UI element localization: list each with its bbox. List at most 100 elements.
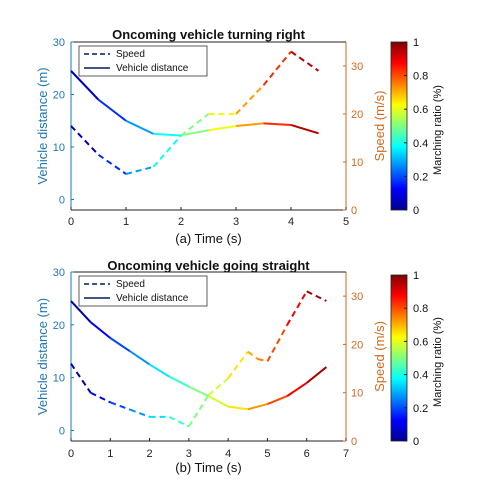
series-segment bbox=[257, 357, 268, 363]
left-y-tick-label: 10 bbox=[53, 142, 65, 154]
colorbar-tick-label: 0.6 bbox=[413, 104, 428, 116]
right-y-tick-label: 0 bbox=[351, 205, 357, 217]
colorbar-tick-label: 0.2 bbox=[413, 403, 428, 415]
series-segment bbox=[235, 122, 264, 127]
series-segment bbox=[70, 300, 92, 323]
series-segment bbox=[70, 70, 100, 101]
series-segment bbox=[180, 129, 209, 137]
colorbar-tick-label: 0.8 bbox=[413, 71, 428, 83]
colorbar-tick-label: 0.6 bbox=[413, 336, 428, 348]
series-segment bbox=[306, 366, 327, 384]
x-tick-label: 0 bbox=[68, 216, 74, 228]
colorbar-tick-label: 0 bbox=[413, 205, 419, 217]
right-y-tick-label: 0 bbox=[351, 436, 357, 448]
colorbar-tick-label: 1 bbox=[413, 37, 419, 49]
x-tick-label: 2 bbox=[178, 216, 184, 228]
left-y-tick-label: 30 bbox=[53, 267, 65, 279]
right-y-axis-label: Speed (m/s) bbox=[372, 321, 387, 392]
left-y-tick-label: 10 bbox=[53, 373, 65, 385]
series-segment bbox=[152, 134, 182, 168]
right-y-tick-label: 30 bbox=[351, 61, 363, 73]
colorbar-label: Marching ratio (%) bbox=[432, 317, 444, 407]
x-tick-label: 5 bbox=[343, 216, 349, 228]
colorbar-tick-label: 0.2 bbox=[413, 171, 428, 183]
x-tick-label: 4 bbox=[225, 448, 231, 460]
series-segment bbox=[306, 290, 327, 302]
colorbar-label: Marching ratio (%) bbox=[432, 85, 444, 175]
x-tick-label: 4 bbox=[288, 216, 294, 228]
series-segment bbox=[129, 408, 150, 418]
x-axis-label: (b) Time (s) bbox=[175, 460, 241, 475]
series-segment bbox=[263, 122, 292, 126]
left-y-axis-label: Vehicle distance (m) bbox=[35, 298, 50, 415]
series-segment bbox=[97, 98, 127, 122]
x-tick-label: 3 bbox=[233, 216, 239, 228]
right-y-axis-label: Speed (m/s) bbox=[372, 91, 387, 162]
legend-label-vehicle-distance: Vehicle distance bbox=[116, 293, 189, 304]
series-segment bbox=[109, 401, 131, 411]
legend: Speed Vehicle distance bbox=[78, 275, 208, 307]
series-segment bbox=[70, 125, 100, 156]
series-segment bbox=[207, 377, 229, 396]
x-tick-label: 5 bbox=[264, 448, 270, 460]
legend-box bbox=[78, 275, 208, 307]
legend-label-speed: Speed bbox=[116, 49, 145, 60]
chart-title: Oncoming vehicle going straight bbox=[107, 258, 310, 273]
series-speed-line bbox=[70, 50, 320, 175]
series-segment bbox=[247, 350, 259, 360]
series-segment bbox=[188, 385, 209, 398]
series-segment bbox=[109, 337, 131, 353]
x-tick-label: 1 bbox=[123, 216, 129, 228]
left-y-tick-label: 0 bbox=[59, 195, 65, 207]
left-y-tick-label: 20 bbox=[53, 90, 65, 102]
x-tick-label: 2 bbox=[147, 448, 153, 460]
series-segment bbox=[228, 405, 248, 411]
series-segment bbox=[168, 415, 190, 428]
series-segment bbox=[262, 50, 292, 86]
series-segment bbox=[70, 363, 92, 394]
series-segment bbox=[290, 123, 319, 135]
series-segment bbox=[90, 321, 111, 339]
series-vehicle-distance-line bbox=[70, 300, 327, 411]
colorbar-tick-label: 0 bbox=[413, 436, 419, 448]
x-axis-label: (a) Time (s) bbox=[175, 231, 241, 246]
legend-box bbox=[78, 45, 208, 77]
colorbar-gradient bbox=[390, 274, 408, 442]
colorbar-gradient bbox=[390, 41, 408, 211]
series-vehicle-distance-line bbox=[70, 70, 319, 137]
left-y-axis-label: Vehicle distance (m) bbox=[35, 67, 50, 184]
legend-label-vehicle-distance: Vehicle distance bbox=[116, 63, 189, 74]
legend-label-speed: Speed bbox=[116, 279, 145, 290]
left-y-tick-label: 30 bbox=[53, 37, 65, 49]
x-tick-label: 1 bbox=[107, 448, 113, 460]
series-segment bbox=[90, 391, 111, 404]
right-y-tick-label: 20 bbox=[351, 109, 363, 121]
right-y-tick-label: 10 bbox=[351, 157, 363, 169]
right-y-tick-label: 10 bbox=[351, 388, 363, 400]
right-y-tick-label: 30 bbox=[351, 291, 363, 303]
left-y-tick-label: 20 bbox=[53, 320, 65, 332]
colorbar: 0 0.2 0.4 0.6 0.8 1 Marching ratio (%) bbox=[390, 37, 444, 217]
colorbar: 0 0.2 0.4 0.6 0.8 1 Marching ratio (%) bbox=[390, 270, 444, 448]
series-segment bbox=[129, 350, 151, 366]
x-tick-label: 6 bbox=[304, 448, 310, 460]
series-segment bbox=[247, 403, 268, 411]
right-y-tick-label: 20 bbox=[351, 339, 363, 351]
series-segment bbox=[125, 165, 154, 175]
series-segment bbox=[168, 375, 190, 388]
series-segment bbox=[235, 84, 265, 115]
series-segment bbox=[286, 382, 308, 397]
left-y-tick-label: 0 bbox=[59, 425, 65, 437]
x-tick-label: 0 bbox=[68, 448, 74, 460]
series-segment bbox=[208, 395, 229, 408]
series-segment bbox=[180, 113, 210, 137]
x-tick-label: 7 bbox=[343, 448, 349, 460]
series-segment bbox=[266, 324, 288, 362]
series-segment bbox=[153, 132, 182, 137]
chart-title: Oncoming vehicle turning right bbox=[112, 27, 306, 42]
series-segment bbox=[267, 395, 288, 405]
colorbar-tick-label: 0.8 bbox=[413, 303, 428, 315]
